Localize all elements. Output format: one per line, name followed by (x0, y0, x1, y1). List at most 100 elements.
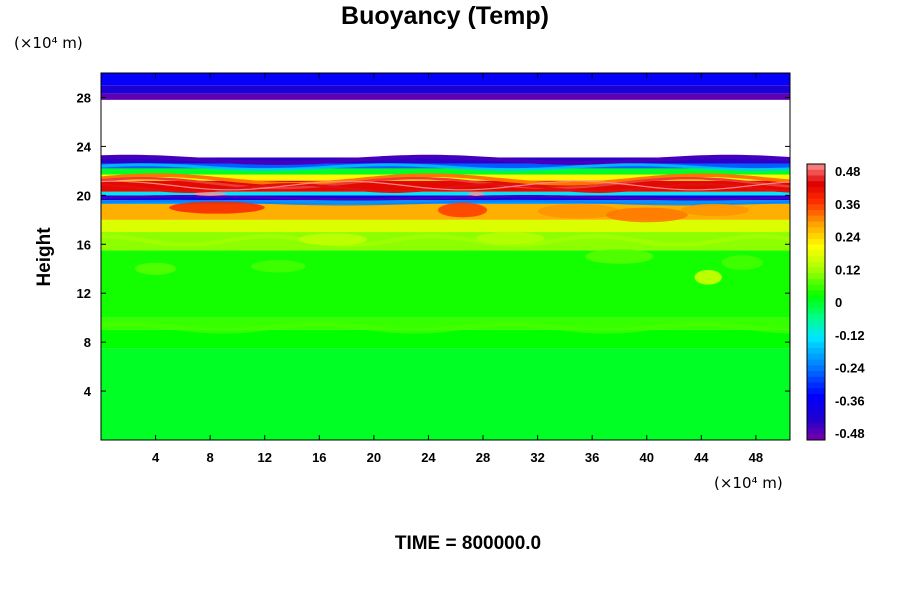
y-tick-label-2: 12 (77, 286, 91, 301)
band-green-mid (100, 234, 791, 247)
band-upper-cyan (100, 163, 791, 172)
x-tick-label-11: 48 (749, 450, 763, 465)
undefined-region (101, 99, 790, 158)
colorbar-swatch-29 (807, 330, 825, 337)
x-tick-label-4: 20 (367, 450, 381, 465)
x-tick-label-8: 36 (585, 450, 599, 465)
time-label: TIME = 800000.0 (395, 533, 541, 554)
heatmap-blob-3 (605, 207, 688, 223)
heatmap-blob-6 (298, 233, 368, 246)
heatmap-blob-2 (537, 203, 620, 219)
y-axis-label: Height (34, 227, 55, 287)
colorbar-swatch-47 (807, 434, 825, 441)
colorbar-swatch-21 (807, 284, 825, 291)
colorbar-swatch-9 (807, 215, 825, 222)
y-tick-label-5: 24 (77, 139, 92, 154)
x-axis-ticks: 4 8 12 16 20 24 28 32 36 40 44 48 (152, 73, 763, 465)
colorbar-swatch-6 (807, 198, 825, 205)
colorbar-label-0: 0.48 (835, 164, 860, 179)
heatmap-layer-16 (101, 85, 790, 94)
colorbar-swatch-46 (807, 428, 825, 435)
colorbar-swatch-38 (807, 382, 825, 389)
heatmap-layer-0 (101, 348, 790, 440)
y-tick-label-4: 20 (77, 188, 91, 203)
heatmap-blob-5 (694, 269, 722, 285)
colorbar-swatch-24 (807, 302, 825, 309)
colorbar-swatch-35 (807, 365, 825, 372)
colorbar-swatch-20 (807, 279, 825, 286)
heatmap-layer-3 (101, 250, 790, 318)
colorbar-frame (806, 163, 826, 441)
y-axis-ticks: 4 8 12 16 20 24 28 (77, 90, 790, 399)
colorbar-swatch-45 (807, 422, 825, 429)
colorbar-label-7: -0.36 (835, 393, 865, 408)
colorbar-swatch-44 (807, 417, 825, 424)
heatmap-layer-5 (101, 219, 790, 233)
colorbar-swatch-16 (807, 256, 825, 263)
colorbar-label-8: -0.48 (835, 426, 865, 441)
band-green-lower (100, 321, 791, 334)
x-tick-label-1: 8 (207, 450, 214, 465)
colorbar-label-4: 0 (835, 295, 842, 310)
colorbar-swatch-32 (807, 348, 825, 355)
band-light-a (100, 180, 791, 191)
colorbar (806, 163, 826, 441)
colorbar-swatch-30 (807, 336, 825, 343)
x-tick-label-9: 40 (640, 450, 654, 465)
band-upper-blue (100, 154, 791, 165)
colorbar-swatch-5 (807, 192, 825, 199)
colorbar-swatch-34 (807, 359, 825, 366)
heatmap-blob-8 (193, 192, 227, 196)
colorbar-swatch-41 (807, 399, 825, 406)
colorbar-swatch-37 (807, 376, 825, 383)
y-tick-label-0: 4 (84, 384, 92, 399)
colorbar-swatch-11 (807, 227, 825, 234)
colorbar-swatch-28 (807, 325, 825, 332)
colorbar-swatch-2 (807, 175, 825, 182)
colorbar-ticks: 0.48 0.36 0.24 0.12 0 -0.12 -0.24 -0.36 -0.48 (835, 164, 865, 441)
colorbar-swatch-18 (807, 267, 825, 274)
colorbar-label-2: 0.24 (835, 230, 861, 245)
heatmap-blob-1 (437, 202, 488, 218)
colorbar-swatch-36 (807, 371, 825, 378)
heatmap-detail (100, 154, 791, 334)
heatmap-layers (101, 73, 790, 440)
y-tick-label-6: 28 (77, 90, 91, 105)
chart-title: Buoyancy (Temp) (341, 2, 549, 30)
x-tick-label-2: 12 (257, 450, 271, 465)
band-red-a (100, 176, 791, 190)
colorbar-swatch-12 (807, 233, 825, 240)
x-tick-label-7: 32 (530, 450, 544, 465)
x-axis-unit: (×10⁴ m) (714, 474, 783, 492)
colorbar-swatch-7 (807, 204, 825, 211)
colorbar-swatch-14 (807, 244, 825, 251)
colorbar-swatch-3 (807, 181, 825, 188)
band-orange-a (100, 173, 791, 186)
heatmap-layer-9 (101, 191, 790, 196)
colorbar-swatch-13 (807, 238, 825, 245)
heatmap-blob-0 (169, 201, 265, 214)
y-tick-label-3: 16 (77, 237, 91, 252)
colorbar-label-1: 0.36 (835, 197, 860, 212)
heatmap-layer-17 (101, 73, 790, 86)
x-tick-label-3: 16 (312, 450, 326, 465)
colorbar-swatch-39 (807, 388, 825, 395)
band-blue-core (100, 195, 791, 201)
colorbar-swatch-33 (807, 353, 825, 360)
colorbar-swatch-43 (807, 411, 825, 418)
colorbar-swatch-15 (807, 250, 825, 257)
heatmap-blob-12 (585, 249, 654, 264)
colorbar-swatch-17 (807, 261, 825, 268)
x-tick-label-5: 24 (421, 450, 436, 465)
heatmap-layer-4 (101, 232, 790, 251)
colorbar-label-6: -0.24 (835, 361, 865, 376)
heatmap-layer-1 (101, 329, 790, 349)
x-tick-label-10: 44 (694, 450, 709, 465)
colorbar-swatch-40 (807, 394, 825, 401)
colorbar-swatch-1 (807, 169, 825, 176)
colorbar-swatch-4 (807, 187, 825, 194)
y-axis-unit: (×10⁴ m) (14, 34, 83, 52)
heatmap-layer-10 (101, 180, 790, 192)
heatmap-blob-7 (476, 232, 545, 245)
